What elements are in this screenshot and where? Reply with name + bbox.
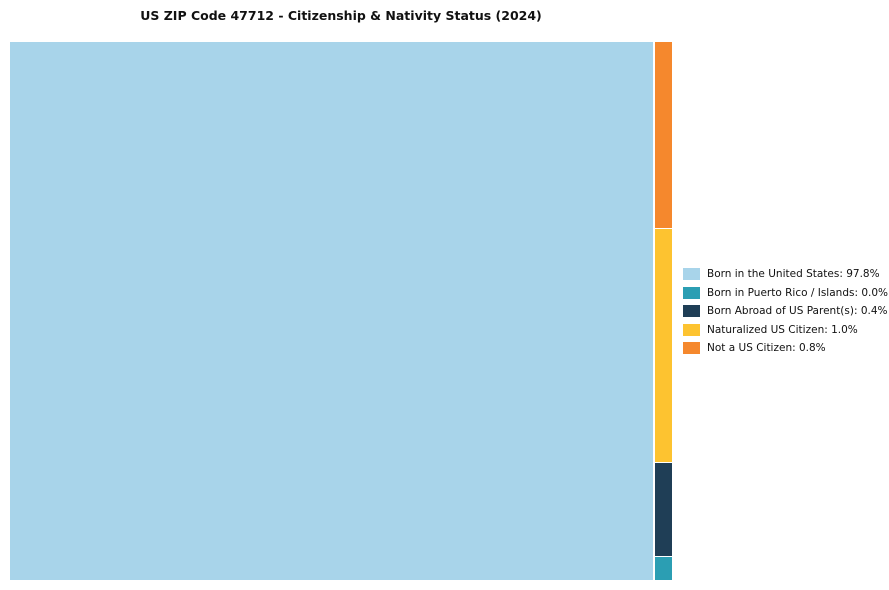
treemap-segment-born-in-the-united-states — [10, 42, 653, 580]
legend-item-born-in-puerto-rico-islands: Born in Puerto Rico / Islands: 0.0% — [683, 284, 888, 303]
legend-label: Not a US Citizen: 0.8% — [707, 342, 826, 355]
legend-label: Born in Puerto Rico / Islands: 0.0% — [707, 286, 889, 299]
legend-item-naturalized-us-citizen: Naturalized US Citizen: 1.0% — [683, 321, 888, 340]
legend-item-born-in-the-united-states: Born in the United States: 97.8% — [683, 265, 888, 284]
treemap-segment-born-abroad-of-us-parent-s — [655, 462, 672, 556]
legend-swatch-born-abroad-of-us-parent-s — [683, 305, 700, 318]
legend-label: Born in the United States: 97.8% — [707, 268, 880, 281]
treemap-plot-area — [10, 42, 672, 581]
legend-label: Naturalized US Citizen: 1.0% — [707, 323, 858, 336]
chart-title: US ZIP Code 47712 - Citizenship & Nativi… — [140, 8, 542, 23]
treemap-strip — [655, 42, 672, 581]
legend-swatch-naturalized-us-citizen — [683, 323, 700, 336]
legend-swatch-born-in-the-united-states — [683, 268, 700, 281]
legend-label: Born Abroad of US Parent(s): 0.4% — [707, 305, 888, 318]
legend-item-not-a-us-citizen: Not a US Citizen: 0.8% — [683, 339, 888, 358]
legend-swatch-born-in-puerto-rico-islands — [683, 286, 700, 299]
legend-item-born-abroad-of-us-parent-s: Born Abroad of US Parent(s): 0.4% — [683, 302, 888, 321]
legend: Born in the United States: 97.8% Born in … — [683, 265, 888, 358]
treemap-segment-naturalized-us-citizen — [655, 229, 672, 462]
treemap-segment-born-in-puerto-rico-islands — [655, 556, 672, 581]
legend-swatch-not-a-us-citizen — [683, 342, 700, 355]
treemap-segment-not-a-us-citizen — [655, 42, 672, 229]
